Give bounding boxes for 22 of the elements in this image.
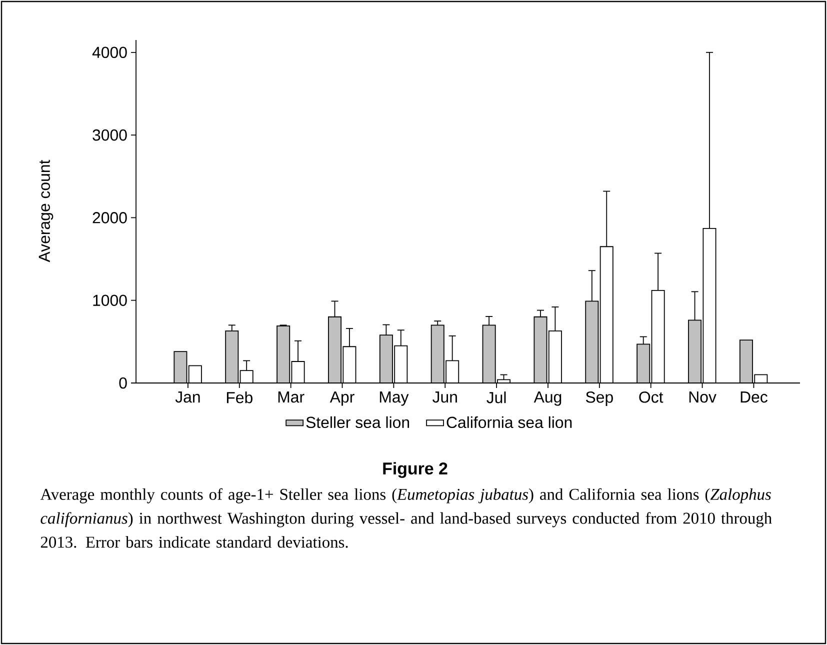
y-tick-label: 1000: [93, 294, 127, 306]
y-tick-label: 0: [119, 377, 127, 389]
legend-label: Steller sea lion: [306, 416, 410, 428]
x-tick-label: Jan: [175, 392, 200, 403]
x-tick-label: May: [380, 392, 409, 406]
x-tick-label: Apr: [330, 392, 354, 406]
legend-label: California sea lion: [446, 416, 572, 428]
text: Average monthly counts of age-1+ Steller sea lions (Eumetopias jubatus) and California sea lions (Zalophus californianus) in northwest Washington during vessel- and land-based surveys conducted from 2010 through 2013. Error bars indicate standard deviations.: [40, 488, 772, 548]
x-tick-label: Mar: [278, 392, 304, 403]
x-tick-label: Jun: [432, 392, 457, 403]
y-tick-label: 4000: [92, 46, 127, 58]
x-tick-label: Aug: [534, 392, 562, 406]
x-tick-label: Oct: [639, 392, 664, 403]
y-axis-title: Average count: [38, 160, 54, 262]
x-tick-label: Sep: [586, 392, 613, 406]
x-tick-label: Nov: [689, 392, 716, 403]
y-tick-label: 2000: [92, 212, 127, 224]
text: Figure 2: [383, 462, 448, 478]
x-tick-label: Feb: [226, 392, 252, 404]
x-tick-label: Jul: [486, 392, 506, 404]
y-tick-label: 3000: [92, 129, 127, 141]
x-tick-label: Dec: [740, 392, 768, 403]
